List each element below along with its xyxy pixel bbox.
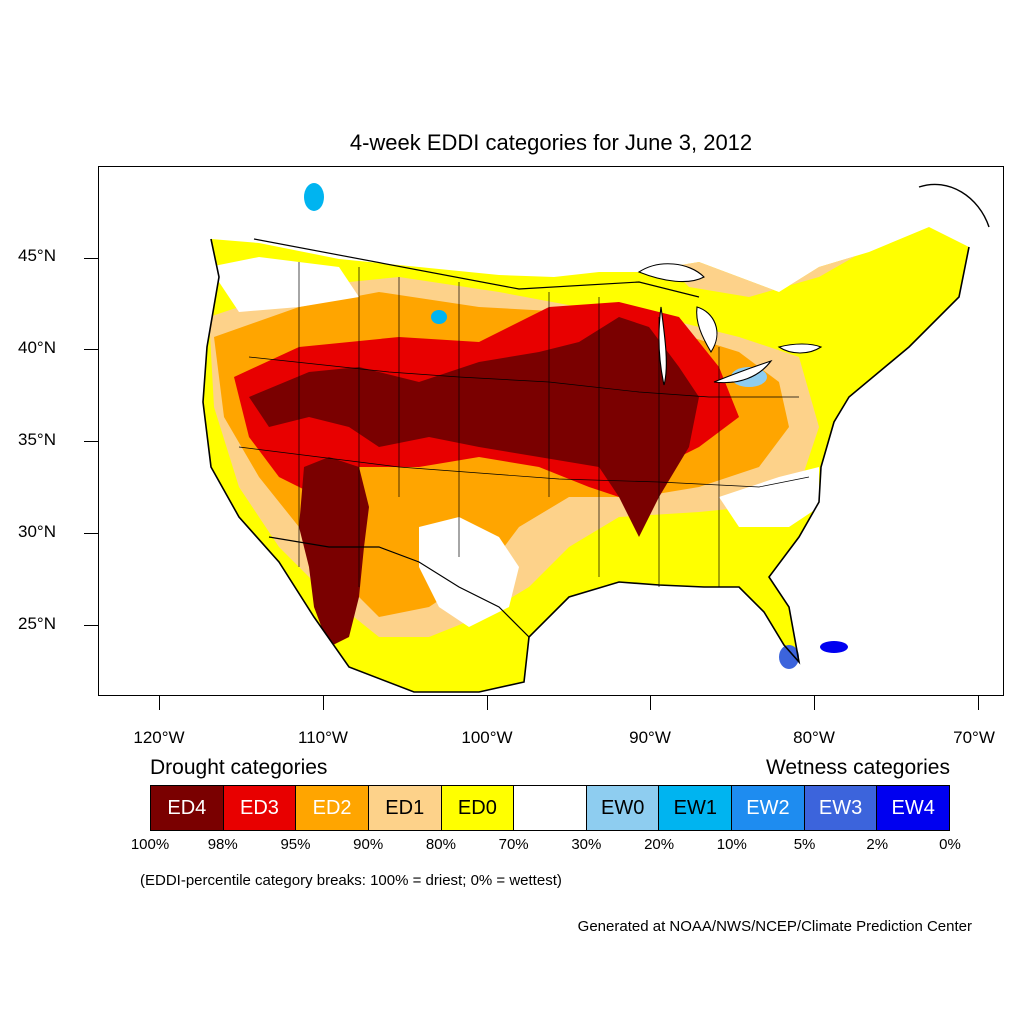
- lat-tick: [84, 258, 98, 259]
- normal-region-northwest: [209, 257, 359, 312]
- legend-swatch-ed2: ED2: [296, 786, 369, 830]
- map-panel: [98, 166, 1004, 696]
- legend-break-label: 98%: [207, 836, 238, 853]
- ew4-spot: [820, 641, 848, 653]
- lon-tick: [159, 696, 160, 710]
- legend-break-label: 10%: [716, 836, 747, 853]
- legend-swatch-ed4: ED4: [151, 786, 224, 830]
- lon-tick: [650, 696, 651, 710]
- lat-tick: [84, 533, 98, 534]
- ed3-region-ontario: [794, 227, 844, 240]
- lat-tick: [84, 441, 98, 442]
- lake-huron: [696, 306, 718, 354]
- legend-break-label: 20%: [644, 836, 675, 853]
- legend-break-label: 2%: [866, 836, 889, 853]
- lon-label: 100°W: [461, 728, 513, 747]
- lat-tick: [84, 349, 98, 350]
- lat-tick: [84, 625, 98, 626]
- ed4-region-southwest: [299, 457, 369, 647]
- canada-border: [253, 238, 700, 298]
- drought-heading: Drought categories: [150, 756, 328, 779]
- legend-break-label: 95%: [280, 836, 311, 853]
- legend-break-label: 5%: [793, 836, 816, 853]
- lake-erie: [713, 359, 773, 384]
- legend-swatch-neutral: [514, 786, 587, 830]
- lake-ontario: [777, 343, 823, 354]
- legend-swatch-ed1: ED1: [368, 786, 442, 830]
- lat-label: 40°N: [18, 338, 56, 357]
- ed4-region: [249, 317, 699, 537]
- lake-superior: [637, 263, 705, 283]
- normal-region-texas: [419, 517, 519, 627]
- lon-label: 80°W: [793, 728, 835, 747]
- map-title: 4-week EDDI categories for June 3, 2012: [349, 130, 753, 155]
- ew1-spot: [304, 183, 324, 211]
- mexico-border: [268, 536, 530, 638]
- legend-swatch-ew3: EW3: [804, 786, 878, 830]
- lake-michigan: [658, 306, 667, 386]
- legend-break-label: 90%: [353, 836, 384, 853]
- legend-swatch-ew4: EW4: [877, 786, 950, 830]
- lat-label: 35°N: [18, 430, 56, 449]
- legend-break-label: 30%: [571, 836, 602, 853]
- legend-swatch-ed3: ED3: [223, 786, 297, 830]
- lon-tick: [814, 696, 815, 710]
- coastline: [202, 238, 970, 693]
- normal-region-carolinas: [719, 467, 819, 527]
- legend-swatch-ew0: EW0: [586, 786, 660, 830]
- lon-label: 120°W: [133, 728, 185, 747]
- legend-break-label: 100%: [130, 836, 170, 853]
- legend-swatch-ed0: ED0: [441, 786, 515, 830]
- legend-swatch-ew2: EW2: [732, 786, 805, 830]
- ew3-spot: [779, 645, 799, 669]
- ed2-region-north: [699, 227, 859, 267]
- ew1-spot-2: [431, 310, 447, 324]
- legend-swatch-ew1: EW1: [659, 786, 733, 830]
- lon-tick: [978, 696, 979, 710]
- lat-label: 25°N: [18, 614, 56, 633]
- lat-label: 45°N: [18, 246, 56, 265]
- lon-tick: [487, 696, 488, 710]
- legend-bar: ED4 ED3 ED2 ED1 ED0 EW0 EW1 EW2 EW3 EW4: [150, 785, 950, 831]
- lat-label: 30°N: [18, 522, 56, 541]
- lon-label: 90°W: [629, 728, 671, 747]
- legend-break-label: 0%: [939, 836, 961, 853]
- lon-label: 70°W: [953, 728, 995, 747]
- credit-text: Generated at NOAA/NWS/NCEP/Climate Predi…: [577, 918, 972, 935]
- state-boundaries: [238, 262, 810, 587]
- legend-break-label: 80%: [425, 836, 456, 853]
- wetness-heading: Wetness categories: [765, 756, 950, 779]
- legend-break-label: 70%: [498, 836, 529, 853]
- canada-coastline: [918, 183, 990, 228]
- lon-tick: [323, 696, 324, 710]
- category-note: (EDDI-percentile category breaks: 100% =…: [140, 872, 562, 889]
- lon-label: 110°W: [298, 728, 348, 747]
- eddi-map: [202, 183, 990, 693]
